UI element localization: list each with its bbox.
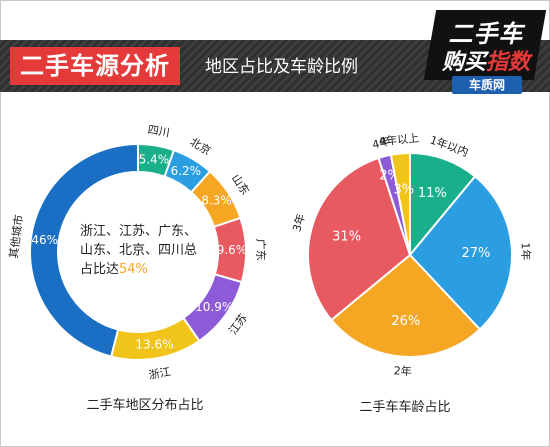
slice-0-3-label: 广东	[254, 239, 267, 261]
slice-0-4-label: 江苏	[226, 312, 249, 337]
slice-1-0-value: 11%	[418, 186, 447, 201]
slice-1-1-value: 27%	[462, 246, 491, 261]
slice-1-5-value: 3%	[393, 182, 414, 197]
slice-1-3	[307, 156, 412, 322]
slice-1-5-label: 4年以上	[379, 131, 420, 149]
slice-0-5-label: 浙江	[148, 365, 172, 382]
slice-0-1-value: 6.2%	[171, 164, 202, 178]
slice-0-2-value: 8.3%	[201, 193, 232, 207]
slice-1-3-value: 31%	[332, 230, 361, 245]
brand-logo: 二手车 购买指数 车质网	[423, 6, 547, 96]
slice-0-6-value: 46%	[31, 233, 58, 247]
slice-1-2-value: 26%	[391, 314, 420, 329]
slice-0-6-label: 其他城市	[6, 214, 25, 259]
page-subtitle: 地区占比及车龄比例	[205, 57, 358, 77]
slice-1-4-label: 4年	[371, 134, 392, 152]
slice-1-1	[408, 174, 513, 331]
slice-1-0	[409, 151, 477, 258]
slice-0-0-label: 四川	[147, 123, 171, 140]
slice-0-0-value: 5.4%	[139, 152, 170, 166]
slice-1-1-label: 1年	[519, 242, 534, 260]
donut-center-note: 浙江、江苏、广东、山东、北京、四川总占比达54%	[80, 222, 204, 279]
slice-1-3-label: 3年	[289, 212, 307, 233]
logo-line2-b: 指数	[486, 50, 531, 75]
logo-badge: 车质网	[452, 76, 522, 94]
slice-0-5-value: 13.6%	[135, 338, 173, 352]
pie-caption: 二手车车龄占比	[359, 400, 451, 415]
slice-0-4-value: 10.9%	[195, 300, 233, 314]
slice-0-2-label: 山东	[229, 172, 252, 198]
logo-line2: 购买指数	[436, 44, 536, 76]
slice-0-3-value: 9.6%	[217, 243, 248, 257]
page-title: 二手车源分析	[10, 47, 180, 85]
logo-line1: 二手车	[448, 20, 524, 48]
slice-1-2	[329, 253, 482, 358]
logo-line2-a: 购买	[441, 50, 486, 75]
slice-0-1-label: 北京	[188, 135, 214, 158]
donut-center-value: 54%	[119, 262, 148, 277]
donut-caption: 二手车地区分布占比	[86, 398, 204, 413]
slice-1-5	[389, 151, 411, 256]
slice-1-2-label: 2年	[393, 363, 412, 378]
slice-0-6	[29, 142, 139, 358]
donut-center-text: 浙江、江苏、广东、山东、北京、四川总占比达	[80, 224, 198, 277]
